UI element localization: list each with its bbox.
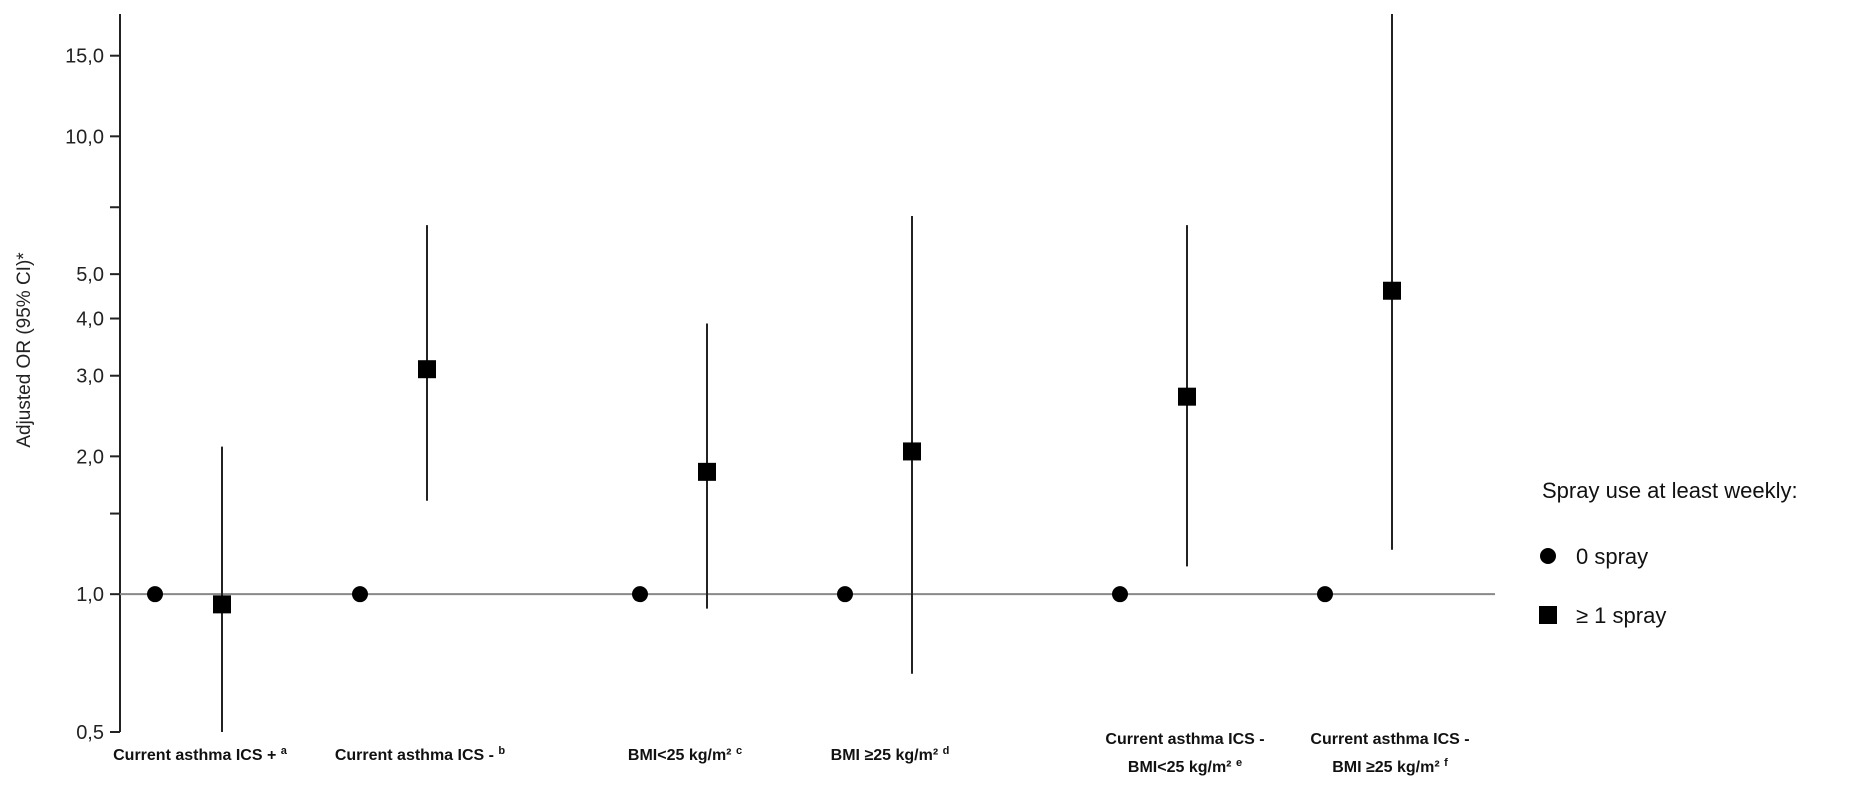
point-0-spray [1317,586,1333,603]
y-axis: 0,5 1,0 2,0 3,0 4,0 5,0 10,0 15,0 [65,14,121,744]
y-tick-label: 2,0 [76,446,104,468]
y-tick-label: 3,0 [76,366,104,388]
point-0-spray [837,586,853,603]
category-label: Current asthma ICS - [1310,731,1469,748]
point-0-spray [632,586,648,603]
point-1-spray [698,462,716,481]
y-axis-label: Adjusted OR (95% CI)* [14,252,35,448]
point-0-spray [1112,586,1128,603]
category-label: BMI ≥25 kg/m² f [1332,757,1448,776]
legend-circle-icon [1540,548,1556,564]
category-label: Current asthma ICS + a [113,745,288,764]
point-0-spray [147,586,163,603]
legend-entry: ≥ 1 spray [1576,603,1666,628]
point-1-spray [1178,387,1196,406]
category-label: BMI ≥25 kg/m² d [831,745,950,764]
point-1-spray [903,442,921,461]
y-tick-label: 0,5 [76,722,104,744]
data-marks [147,14,1401,732]
category-labels: Current asthma ICS + a Current asthma ICS… [113,731,1469,776]
y-tick-label: 15,0 [65,46,104,68]
y-tick-label: 10,0 [65,126,104,148]
point-1-spray [213,595,231,614]
legend-entry: 0 spray [1576,544,1648,569]
point-0-spray [352,586,368,603]
y-tick-label: 4,0 [76,309,104,331]
category-label: BMI<25 kg/m² c [628,745,742,764]
point-1-spray [418,360,436,379]
y-tick-label: 5,0 [76,264,104,286]
legend-square-icon [1539,606,1557,624]
category-label: Current asthma ICS - [1105,731,1264,748]
category-label: Current asthma ICS - b [335,745,506,764]
legend-title: Spray use at least weekly: [1542,478,1798,503]
y-tick-label: 1,0 [76,584,104,606]
legend: Spray use at least weekly: 0 spray ≥ 1 sp… [1539,478,1798,628]
category-label: BMI<25 kg/m² e [1128,757,1242,776]
point-1-spray [1383,281,1401,300]
